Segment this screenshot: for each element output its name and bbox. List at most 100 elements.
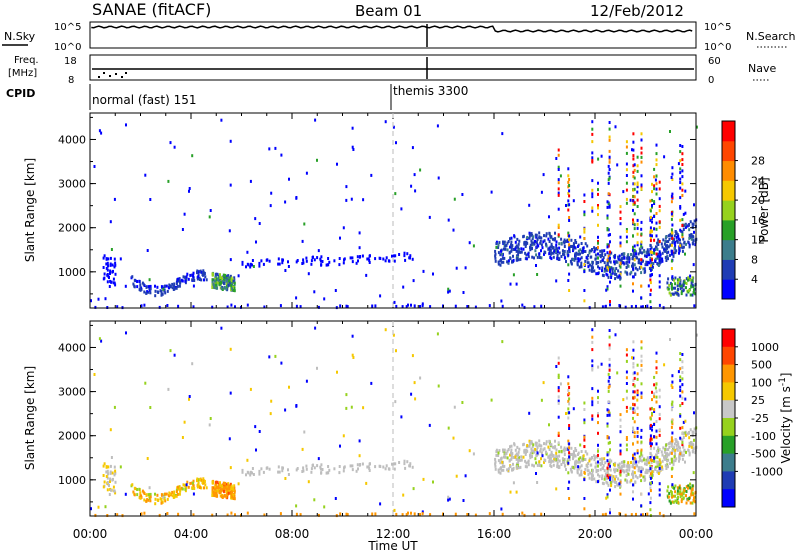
range-cell — [671, 192, 674, 196]
range-cell — [670, 243, 673, 247]
range-cell — [565, 204, 567, 207]
range-cell — [625, 230, 628, 233]
range-cell — [161, 500, 164, 504]
range-cell — [509, 245, 511, 249]
range-cell — [536, 451, 539, 455]
range-cell — [653, 184, 656, 188]
range-cell — [649, 434, 652, 438]
range-cell — [516, 257, 519, 261]
range-cell — [633, 420, 636, 424]
range-cell — [525, 257, 528, 261]
range-cell — [400, 207, 403, 211]
range-cell — [346, 305, 349, 309]
power-ylabel: Slant Range [km] — [23, 158, 37, 262]
range-cell — [167, 179, 170, 183]
range-cell — [692, 263, 695, 267]
range-cell — [144, 381, 147, 385]
range-cell — [432, 480, 434, 484]
range-cell — [588, 457, 591, 461]
range-cell — [689, 220, 692, 224]
range-cell — [625, 409, 628, 413]
range-cell — [687, 276, 690, 280]
range-cell — [428, 215, 431, 219]
range-cell — [178, 278, 181, 282]
range-cell — [671, 483, 674, 487]
range-cell — [500, 466, 502, 470]
range-cell — [684, 252, 686, 256]
range-cell — [536, 255, 539, 259]
range-cell — [633, 452, 636, 456]
range-cell — [640, 363, 643, 367]
range-cell — [670, 425, 673, 429]
range-cell — [568, 392, 571, 395]
range-cell — [530, 447, 533, 451]
range-cell — [640, 470, 643, 474]
range-cell — [651, 267, 653, 271]
range-cell — [689, 428, 692, 432]
range-cell — [251, 263, 253, 267]
range-cell — [580, 265, 583, 269]
range-cell — [657, 243, 660, 246]
range-cell — [640, 271, 643, 275]
range-cell — [225, 287, 228, 291]
range-cell — [540, 457, 542, 461]
range-cell — [649, 229, 652, 233]
range-cell — [609, 266, 611, 270]
range-cell — [672, 494, 675, 498]
range-cell — [599, 253, 602, 257]
colorbar-tick-label: -25 — [751, 412, 769, 425]
range-cell — [693, 496, 695, 500]
range-cell — [566, 250, 569, 254]
range-cell — [654, 455, 657, 459]
range-cell — [632, 410, 635, 414]
range-cell — [224, 278, 227, 282]
range-cell — [192, 271, 195, 275]
range-cell — [562, 252, 564, 256]
range-cell — [572, 247, 575, 251]
range-cell — [674, 240, 677, 244]
range-cell — [343, 466, 345, 470]
colorbar-tick-label: 16 — [751, 214, 765, 227]
range-cell — [374, 257, 377, 261]
range-cell — [544, 251, 547, 255]
range-cell — [583, 421, 586, 425]
range-cell — [388, 259, 391, 263]
range-cell — [591, 120, 594, 124]
range-cell — [607, 275, 610, 279]
range-cell — [621, 464, 624, 468]
range-cell — [182, 275, 185, 279]
range-cell — [288, 385, 290, 389]
range-cell — [625, 140, 628, 144]
range-cell — [619, 484, 622, 488]
range-cell — [606, 493, 609, 497]
range-cell — [608, 259, 611, 263]
range-cell — [641, 251, 643, 255]
range-cell — [529, 441, 532, 444]
range-cell — [661, 245, 664, 249]
range-cell — [632, 396, 635, 400]
range-cell — [164, 291, 167, 295]
range-cell — [608, 335, 611, 339]
range-cell — [649, 423, 652, 427]
range-cell — [677, 288, 679, 291]
range-cell — [136, 488, 139, 491]
range-cell — [637, 460, 640, 464]
range-cell — [633, 168, 636, 172]
range-cell — [545, 440, 548, 444]
range-cell — [619, 210, 622, 214]
range-cell — [540, 256, 543, 260]
range-cell — [567, 416, 570, 420]
range-cell — [644, 471, 647, 475]
range-cell — [343, 258, 345, 262]
range-cell — [557, 376, 560, 379]
range-cell — [149, 406, 152, 409]
range-cell — [437, 384, 440, 388]
range-cell — [682, 228, 685, 231]
range-cell — [685, 490, 688, 493]
range-cell — [649, 300, 652, 304]
range-cell — [666, 489, 669, 493]
range-cell — [612, 475, 615, 479]
range-cell — [175, 286, 178, 290]
range-cell — [538, 460, 541, 464]
range-cell — [636, 398, 639, 402]
